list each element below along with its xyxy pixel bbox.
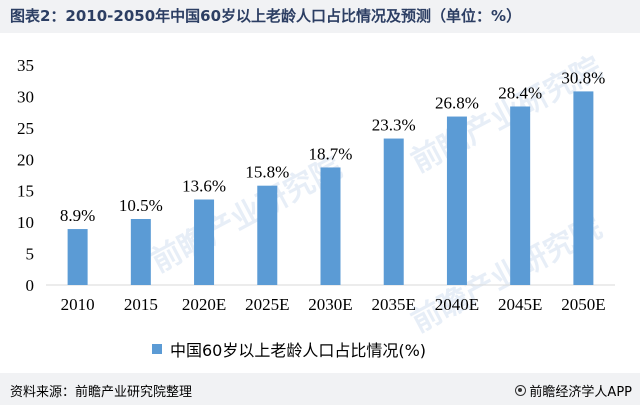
x-tick-label: 2050E bbox=[561, 295, 605, 314]
x-tick-label: 2030E bbox=[308, 295, 352, 314]
y-tick-label: 15 bbox=[17, 182, 34, 201]
y-tick-label: 5 bbox=[26, 245, 35, 264]
bar bbox=[446, 116, 467, 286]
data-label: 23.3% bbox=[372, 116, 416, 135]
y-tick-label: 0 bbox=[26, 276, 35, 295]
data-label: 8.9% bbox=[60, 206, 95, 225]
bar-chart: 0 5 10 15 20 25 30 35 8.9% 2010 10.5% 2015 13.6% 2020… bbox=[17, 56, 615, 314]
brand-logo-icon bbox=[515, 385, 527, 396]
bar bbox=[67, 229, 88, 285]
brand: 前瞻经济学人APP bbox=[515, 381, 632, 400]
chart-title: 图表2：2010-2050年中国60岁以上老龄人口占比情况及预测（单位：%） bbox=[0, 0, 640, 33]
legend: 中国60岁以上老龄人口占比情况(%) bbox=[152, 339, 427, 360]
data-label: 28.4% bbox=[498, 83, 542, 102]
y-tick-label: 35 bbox=[17, 56, 34, 75]
data-label: 26.8% bbox=[435, 94, 479, 113]
x-tick-label: 2020E bbox=[182, 295, 226, 314]
bar bbox=[257, 185, 278, 285]
data-label: 15.8% bbox=[245, 163, 289, 182]
data-label: 10.5% bbox=[119, 196, 163, 215]
bar bbox=[194, 199, 215, 285]
data-label: 30.8% bbox=[561, 68, 605, 87]
bar bbox=[383, 138, 404, 285]
legend-label: 中国60岁以上老龄人口占比情况(%) bbox=[170, 341, 427, 360]
legend-swatch bbox=[152, 344, 162, 354]
y-tick-label: 30 bbox=[17, 87, 34, 106]
x-tick-label: 2035E bbox=[372, 295, 416, 314]
source-text: 资料来源：前瞻产业研究院整理 bbox=[10, 385, 193, 400]
data-label: 18.7% bbox=[309, 144, 353, 163]
footer: 资料来源：前瞻产业研究院整理 前瞻经济学人APP bbox=[0, 373, 640, 405]
x-tick-label: 2015 bbox=[124, 295, 158, 314]
x-tick-label: 2040E bbox=[435, 295, 479, 314]
y-tick-label: 20 bbox=[17, 150, 34, 169]
brand-text: 前瞻经济学人APP bbox=[529, 385, 632, 400]
data-label: 13.6% bbox=[182, 177, 226, 196]
x-tick-label: 2045E bbox=[498, 295, 542, 314]
bar bbox=[320, 167, 341, 285]
y-tick-label: 10 bbox=[17, 213, 34, 232]
x-tick-label: 2010 bbox=[61, 295, 95, 314]
bar bbox=[573, 91, 594, 286]
y-tick-label: 25 bbox=[17, 119, 34, 138]
bar bbox=[510, 106, 531, 285]
bar bbox=[130, 219, 151, 285]
x-tick-label: 2025E bbox=[245, 295, 289, 314]
